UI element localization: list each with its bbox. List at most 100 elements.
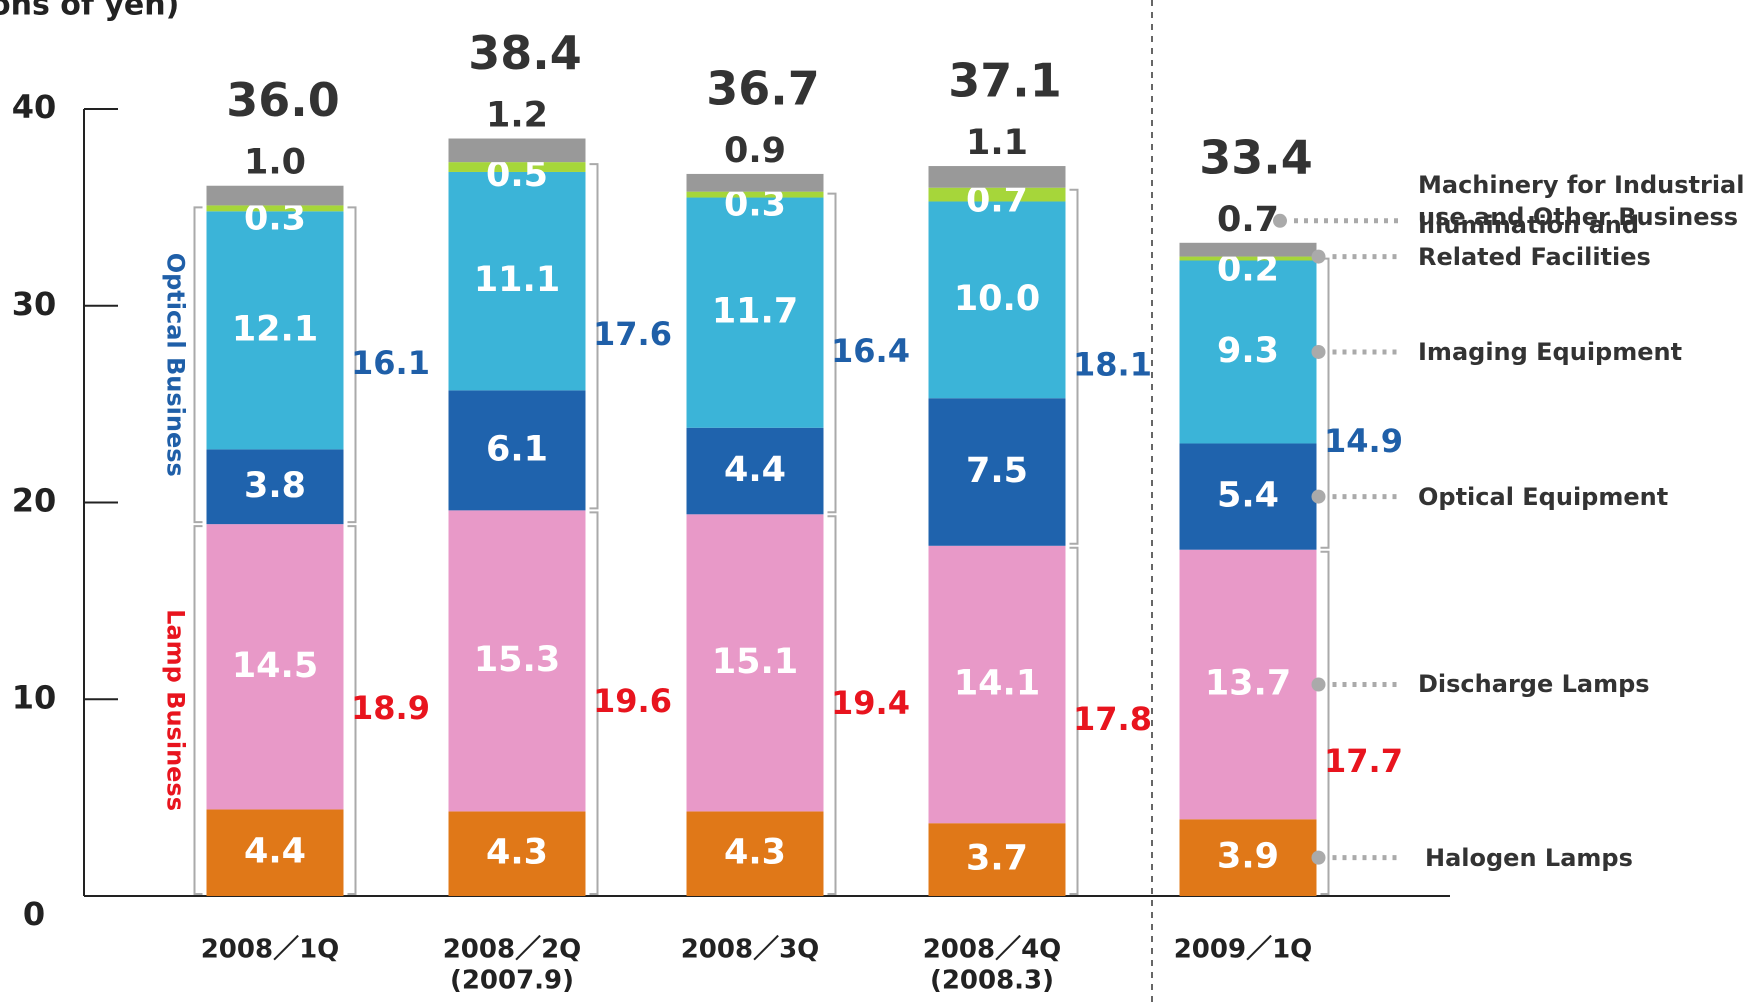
group-value: 18.9 [351, 689, 430, 727]
group-value: 14.9 [1324, 422, 1403, 460]
bar-segment [1179, 549, 1317, 820]
data-label: 3.7 [966, 839, 1028, 879]
bar-segment [1179, 256, 1317, 261]
group-bracket [1320, 550, 1330, 895]
x-tick-label: 2008／3Q [681, 935, 820, 965]
group-value: 16.4 [831, 332, 910, 370]
group-name: Optical Business [162, 253, 190, 477]
bar-segment [686, 514, 824, 812]
data-label: 15.1 [712, 642, 798, 682]
bar-segment [1179, 443, 1317, 550]
group-value: 16.1 [351, 344, 430, 382]
y-tick-label: 0 [23, 895, 45, 933]
group-value: 17.6 [593, 315, 672, 353]
y-tick-label: 20 [12, 482, 57, 520]
data-label: 12.1 [232, 309, 318, 349]
bar-segment [686, 427, 824, 515]
bar-segment [206, 449, 344, 525]
x-tick-label: 2008／4Q [923, 935, 1062, 965]
y-tick-label: 10 [12, 678, 57, 716]
legend-label: Machinery for Industrial use and Other B… [1418, 170, 1745, 231]
data-label: 6.1 [486, 429, 548, 469]
data-label: 5.4 [1217, 476, 1279, 516]
group-bracket [589, 511, 599, 895]
group-value: 18.1 [1073, 346, 1152, 384]
group-bracket [347, 525, 357, 895]
group-bracket-left [193, 206, 203, 524]
bar-segment [448, 390, 586, 511]
legend-dot [1273, 213, 1287, 228]
data-label: 1.0 [244, 143, 306, 183]
data-label: 11.7 [712, 292, 798, 332]
data-label: 3.9 [1217, 837, 1279, 877]
bar-segment [448, 138, 586, 163]
bar-segment [686, 191, 824, 198]
data-label: 9.3 [1217, 331, 1279, 371]
data-label: 11.1 [474, 260, 560, 300]
legend-dot [1311, 677, 1326, 692]
data-label: 13.7 [1205, 663, 1291, 703]
legend-label: Discharge Lamps [1418, 670, 1650, 699]
bar-segment [206, 185, 344, 206]
group-bracket [1320, 257, 1330, 549]
group-bracket [827, 192, 837, 514]
bar-segment [928, 545, 1066, 824]
bar-segment [928, 398, 1066, 546]
bar-segment [448, 171, 586, 391]
legend-label: Optical Equipment [1418, 482, 1669, 511]
data-label: 14.5 [232, 646, 318, 686]
bar-segment [206, 809, 344, 896]
data-label: 4.4 [244, 832, 306, 872]
data-label: 1.2 [486, 96, 548, 136]
group-bracket [1069, 188, 1079, 545]
y-tick-label: 40 [12, 88, 57, 126]
total-label: 38.4 [468, 26, 582, 80]
bar-segment [448, 162, 586, 172]
bar-segment [686, 811, 824, 896]
data-label: 4.3 [486, 833, 548, 873]
x-tick-sublabel: (2008.3) [930, 966, 1054, 996]
data-label: 15.3 [474, 640, 560, 680]
data-label: 3.8 [244, 466, 306, 506]
total-label: 36.0 [226, 73, 340, 127]
y-tick-label: 30 [12, 285, 57, 323]
legend-dot [1311, 850, 1326, 865]
bar-segment [1179, 260, 1317, 444]
legend-label: Halogen Lamps [1425, 843, 1633, 872]
x-tick-label: 2009／1Q [1174, 935, 1313, 965]
bar-segment [448, 811, 586, 896]
group-value: 19.4 [831, 684, 910, 722]
legend-dot [1311, 489, 1326, 504]
group-bracket-left [193, 525, 203, 895]
bar-segment [448, 510, 586, 812]
bar-segment [928, 187, 1066, 202]
data-label: 10.0 [954, 279, 1040, 319]
group-bracket [1069, 546, 1079, 895]
data-label: 1.1 [966, 123, 1028, 163]
legend-dot [1311, 249, 1326, 264]
bar-segment [1179, 819, 1317, 896]
legend-label: Imaging Equipment [1418, 337, 1683, 366]
bar-segment [928, 823, 1066, 896]
data-label: 7.5 [966, 451, 1028, 491]
data-label: 0.9 [724, 131, 786, 171]
total-label: 33.4 [1199, 130, 1313, 184]
bar-segment [206, 205, 344, 212]
group-value: 19.6 [593, 682, 672, 720]
bar-segment [206, 524, 344, 810]
x-tick-label: 2008／2Q [443, 935, 582, 965]
legend-dot [1311, 344, 1326, 359]
bar-segment [1179, 242, 1317, 257]
group-value: 17.7 [1324, 742, 1403, 780]
data-label: 0.7 [1217, 200, 1279, 240]
data-label: 4.3 [724, 833, 786, 873]
bar-segment [206, 211, 344, 450]
y-axis-label: ons of yen) [0, 0, 179, 23]
bar-segment [928, 201, 1066, 399]
bar-segment [686, 173, 824, 192]
bar-segment [928, 166, 1066, 188]
group-value: 17.8 [1073, 700, 1152, 738]
group-bracket [589, 163, 599, 510]
